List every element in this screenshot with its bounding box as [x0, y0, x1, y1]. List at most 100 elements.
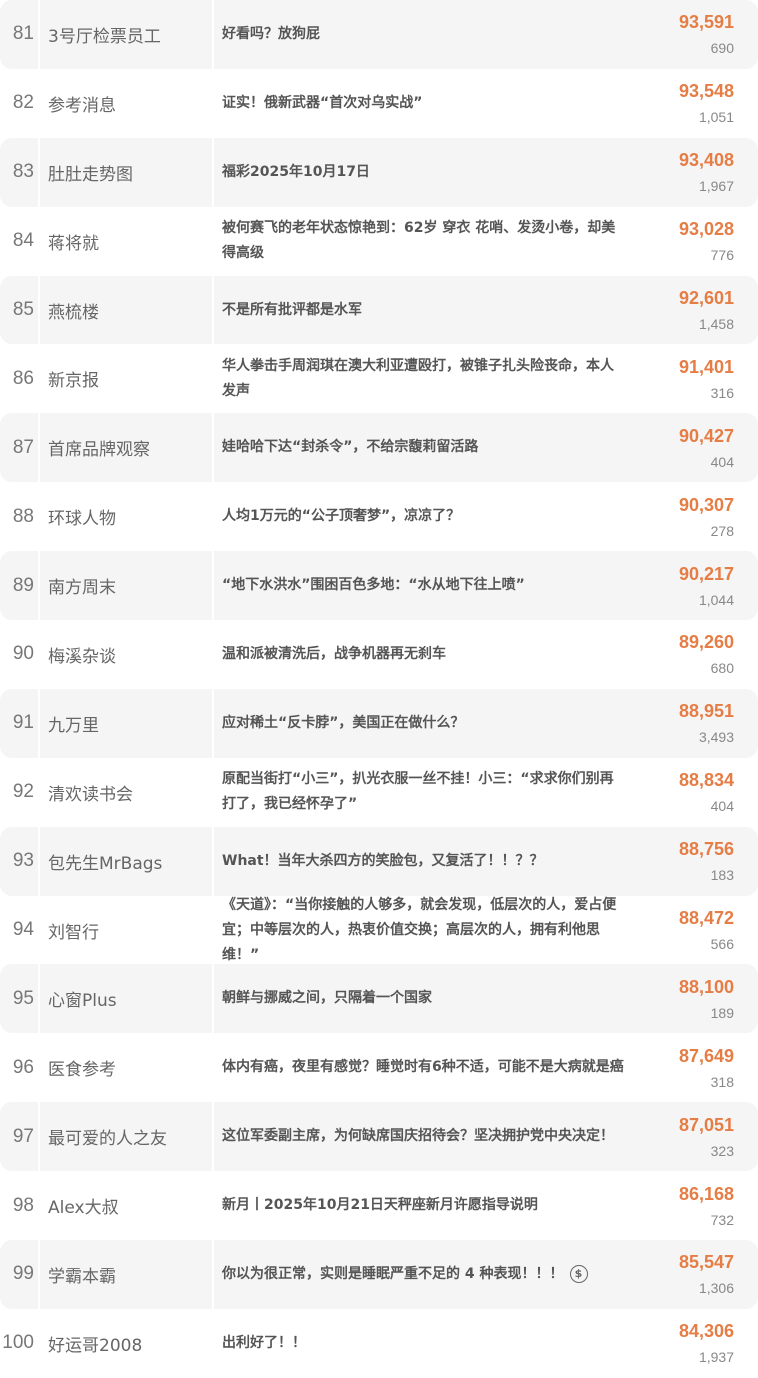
ranking-row[interactable]: 84 蒋将就 被何赛飞的老年状态惊艳到：62岁 穿衣 花哨、发烫小卷，却美得高级… [0, 206, 758, 276]
article-title[interactable]: 不是所有批评都是水军 [222, 301, 362, 318]
article-title-cell[interactable]: 福彩2025年10月17日 [212, 137, 638, 207]
ranking-row[interactable]: 87 首席品牌观察 娃哈哈下达“封杀令”，不给宗馥莉留活路 90,427 404 [0, 413, 758, 483]
account-name[interactable]: 蒋将就 [38, 206, 212, 276]
article-title[interactable]: 原配当街打“小三”，扒光衣服一丝不挂！小三：“求求你们别再打了，我已经怀孕了” [222, 771, 614, 813]
account-name[interactable]: 心窗Plus [38, 964, 212, 1034]
read-count: 93,028 [678, 219, 734, 240]
account-name[interactable]: 肚肚走势图 [38, 137, 212, 207]
article-title[interactable]: 福彩2025年10月17日 [222, 163, 370, 180]
rank-number: 91 [12, 712, 34, 734]
account-name[interactable]: 医食参考 [38, 1033, 212, 1103]
article-title-cell[interactable]: “地下水洪水”围困百色多地：“水从地下往上喷” [212, 551, 638, 621]
read-count: 90,427 [678, 425, 734, 446]
account-name[interactable]: 学霸本霸 [38, 1240, 212, 1309]
ranking-row[interactable]: 96 医食参考 体内有癌，夜里有感觉？睡觉时有6种不适，可能不是大病就是癌 87… [0, 1033, 758, 1103]
article-title-cell[interactable]: 应对稀土“反卡脖”，美国正在做什么？ [212, 688, 638, 758]
article-title[interactable]: 应对稀土“反卡脖”，美国正在做什么？ [222, 714, 465, 731]
rank-number: 83 [12, 161, 34, 183]
ranking-row[interactable]: 91 九万里 应对稀土“反卡脖”，美国正在做什么？ 88,951 3,493 [0, 688, 758, 758]
article-title[interactable]: 《天道》：“当你接触的人够多，就会发现，低层次的人，爱占便宜；中等层次的人，热衷… [222, 896, 617, 963]
ranking-row[interactable]: 90 梅溪杂谈 温和派被清洗后，战争机器再无刹车 89,260 680 [0, 620, 758, 689]
article-title[interactable]: 华人拳击手周润琪在澳大利亚遭殴打，被锥子扎头险丧命，本人发声 [222, 357, 614, 399]
stats: 88,100 189 [638, 964, 758, 1033]
ranking-row[interactable]: 83 肚肚走势图 福彩2025年10月17日 93,408 1,967 [0, 137, 758, 207]
account-name[interactable]: 包先生MrBags [38, 826, 212, 896]
ranking-row[interactable]: 82 参考消息 证实！俄新武器“首次对乌实战” 93,548 1,051 [0, 68, 758, 138]
article-title[interactable]: “地下水洪水”围困百色多地：“水从地下往上喷” [222, 577, 525, 594]
article-title[interactable]: 体内有癌，夜里有感觉？睡觉时有6种不适，可能不是大病就是癌 [222, 1059, 624, 1076]
read-count: 88,951 [678, 701, 734, 722]
article-title[interactable]: What！当年大杀四方的笑脸包，又复活了！！？？ [222, 852, 544, 869]
article-title-cell[interactable]: 新月丨2025年10月21日天秤座新月许愿指导说明 [212, 1171, 638, 1241]
article-title-cell[interactable]: 不是所有批评都是水军 [212, 275, 638, 345]
article-title[interactable]: 好看吗？放狗屁 [222, 25, 320, 42]
article-title-cell[interactable]: 你以为很正常，实则是睡眠严重不足的 4 种表现！！！ $ [212, 1240, 638, 1309]
read-count: 90,307 [678, 494, 734, 515]
ranking-row[interactable]: 85 燕梳楼 不是所有批评都是水军 92,601 1,458 [0, 275, 758, 345]
rank-number: 84 [12, 230, 34, 252]
ranking-row[interactable]: 95 心窗Plus 朝鲜与挪威之间，只隔着一个国家 88,100 189 [0, 964, 758, 1034]
ranking-row[interactable]: 89 南方周末 “地下水洪水”围困百色多地：“水从地下往上喷” 90,217 1,… [0, 551, 758, 621]
ranking-row[interactable]: 94 刘智行 《天道》：“当你接触的人够多，就会发现，低层次的人，爱占便宜；中等… [0, 895, 758, 965]
stats: 91,401 316 [638, 344, 758, 413]
article-title[interactable]: 出利好了！！ [222, 1334, 306, 1351]
ranking-row[interactable]: 98 Alex大叔 新月丨2025年10月21日天秤座新月许愿指导说明 86,1… [0, 1171, 758, 1241]
article-title-cell[interactable]: 朝鲜与挪威之间，只隔着一个国家 [212, 964, 638, 1034]
article-title-cell[interactable]: 这位军委副主席，为何缺席国庆招待会？坚决拥护党中央决定！ [212, 1102, 638, 1172]
article-title[interactable]: 新月丨2025年10月21日天秤座新月许愿指导说明 [222, 1197, 538, 1214]
account-name[interactable]: 新京报 [38, 344, 212, 414]
article-title-cell[interactable]: What！当年大杀四方的笑脸包，又复活了！！？？ [212, 826, 638, 896]
article-title-cell[interactable]: 人均1万元的“公子顶奢梦”，凉凉了？ [212, 482, 638, 552]
account-name[interactable]: 最可爱的人之友 [38, 1102, 212, 1172]
ranking-row[interactable]: 81 3号厅检票员工 好看吗？放狗屁 93,591 690 [0, 0, 758, 69]
rank-number: 93 [12, 850, 34, 872]
article-title[interactable]: 人均1万元的“公子顶奢梦”，凉凉了？ [222, 508, 461, 525]
account-name[interactable]: 3号厅检票员工 [38, 0, 212, 69]
ranking-row[interactable]: 93 包先生MrBags What！当年大杀四方的笑脸包，又复活了！！？？ 88… [0, 826, 758, 896]
ranking-row[interactable]: 88 环球人物 人均1万元的“公子顶奢梦”，凉凉了？ 90,307 278 [0, 482, 758, 552]
read-count: 84,306 [678, 1321, 734, 1342]
account-name[interactable]: 南方周末 [38, 551, 212, 621]
ranking-row[interactable]: 99 学霸本霸 你以为很正常，实则是睡眠严重不足的 4 种表现！！！ $ 85,5… [0, 1240, 758, 1309]
article-title-cell[interactable]: 华人拳击手周润琪在澳大利亚遭殴打，被锥子扎头险丧命，本人发声 [212, 344, 638, 414]
article-title[interactable]: 这位军委副主席，为何缺席国庆招待会？坚决拥护党中央决定！ [222, 1128, 614, 1145]
ranking-row[interactable]: 97 最可爱的人之友 这位军委副主席，为何缺席国庆招待会？坚决拥护党中央决定！ … [0, 1102, 758, 1172]
ranking-row[interactable]: 86 新京报 华人拳击手周润琪在澳大利亚遭殴打，被锥子扎头险丧命，本人发声 91… [0, 344, 758, 414]
article-title[interactable]: 被何赛飞的老年状态惊艳到：62岁 穿衣 花哨、发烫小卷，却美得高级 [222, 220, 616, 262]
article-title-cell[interactable]: 原配当街打“小三”，扒光衣服一丝不挂！小三：“求求你们别再打了，我已经怀孕了” [212, 757, 638, 827]
article-title[interactable]: 娃哈哈下达“封杀令”，不给宗馥莉留活路 [222, 439, 479, 456]
article-title-cell[interactable]: 被何赛飞的老年状态惊艳到：62岁 穿衣 花哨、发烫小卷，却美得高级 [212, 206, 638, 276]
ranking-row[interactable]: 100 好运哥2008 出利好了！！ 84,306 1,937 [0, 1308, 758, 1378]
like-count: 1,937 [698, 1349, 734, 1366]
like-count: 1,044 [698, 591, 734, 608]
stats: 88,951 3,493 [638, 689, 758, 758]
account-name[interactable]: Alex大叔 [38, 1171, 212, 1241]
ranking-row[interactable]: 92 清欢读书会 原配当街打“小三”，扒光衣服一丝不挂！小三：“求求你们别再打了… [0, 757, 758, 827]
account-name[interactable]: 刘智行 [38, 895, 212, 965]
rank-number: 87 [12, 436, 34, 458]
account-name[interactable]: 九万里 [38, 688, 212, 758]
account-name[interactable]: 燕梳楼 [38, 275, 212, 345]
article-title-cell[interactable]: 温和派被清洗后，战争机器再无刹车 [212, 620, 638, 689]
read-count: 93,548 [678, 81, 734, 102]
stats: 85,547 1,306 [638, 1240, 758, 1309]
account-name[interactable]: 梅溪杂谈 [38, 620, 212, 689]
article-title-cell[interactable]: 体内有癌，夜里有感觉？睡觉时有6种不适，可能不是大病就是癌 [212, 1033, 638, 1103]
like-count: 1,967 [698, 178, 734, 195]
article-title-cell[interactable]: 出利好了！！ [212, 1308, 638, 1378]
account-name[interactable]: 好运哥2008 [38, 1308, 212, 1378]
account-name[interactable]: 环球人物 [38, 482, 212, 552]
article-title-cell[interactable]: 娃哈哈下达“封杀令”，不给宗馥莉留活路 [212, 413, 638, 483]
account-name[interactable]: 首席品牌观察 [38, 413, 212, 483]
article-title-cell[interactable]: 好看吗？放狗屁 [212, 0, 638, 69]
read-count: 88,834 [678, 770, 734, 791]
account-name[interactable]: 参考消息 [38, 68, 212, 138]
article-title[interactable]: 你以为很正常，实则是睡眠严重不足的 4 种表现！！！ [222, 1265, 564, 1282]
account-name[interactable]: 清欢读书会 [38, 757, 212, 827]
article-title-cell[interactable]: 证实！俄新武器“首次对乌实战” [212, 68, 638, 138]
article-title[interactable]: 朝鲜与挪威之间，只隔着一个国家 [222, 990, 432, 1007]
article-title[interactable]: 温和派被清洗后，战争机器再无刹车 [222, 645, 446, 662]
article-title-cell[interactable]: 《天道》：“当你接触的人够多，就会发现，低层次的人，爱占便宜；中等层次的人，热衷… [212, 895, 638, 965]
read-count: 88,100 [678, 976, 734, 997]
article-title[interactable]: 证实！俄新武器“首次对乌实战” [222, 94, 423, 111]
